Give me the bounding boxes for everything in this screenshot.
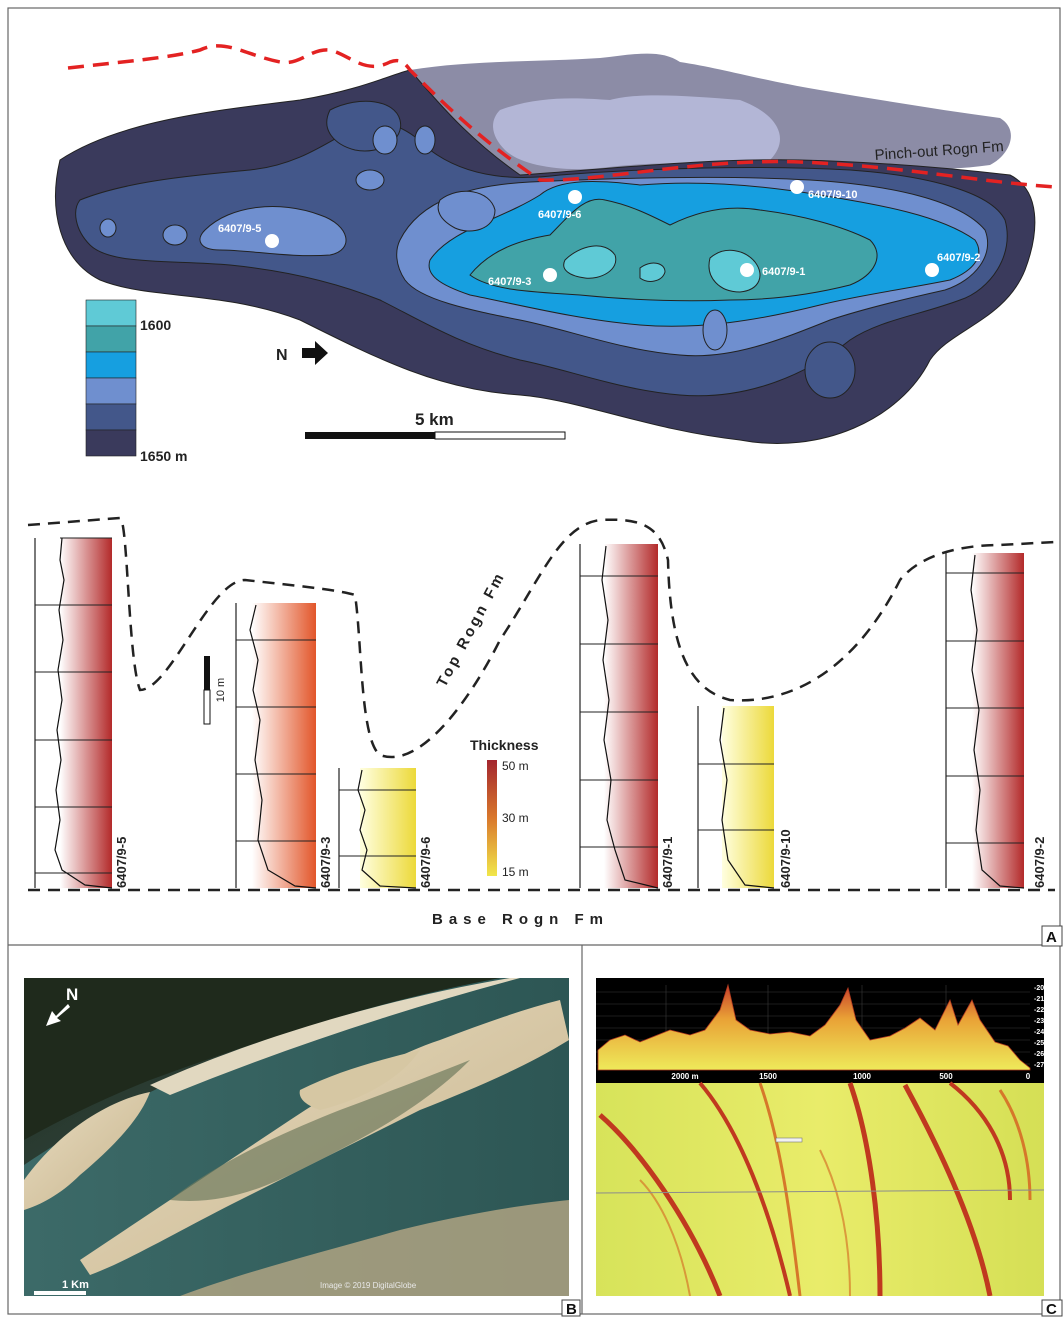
vertical-scale-bar: 10 m — [203, 656, 227, 725]
top-rogn-label: Top Rogn Fm — [434, 568, 509, 689]
map-well-label: 6407/9-6 — [538, 209, 581, 221]
panel-c-surface — [596, 1081, 1044, 1296]
vertical-scale-label: 10 m — [215, 678, 227, 702]
island-small-4 — [414, 125, 436, 155]
log-6407-9-6: 6407/9-6 — [338, 768, 433, 889]
distance-tick: 2000 m — [671, 1072, 698, 1081]
thickness-title: Thickness — [470, 737, 539, 753]
map-well-label: 6407/9-3 — [488, 276, 531, 288]
top-rogn-line — [27, 516, 1056, 759]
pinchout-area-inner — [493, 95, 780, 170]
distance-tick: 1000 — [853, 1072, 871, 1081]
panel-b-scale-label: 1 Km — [62, 1279, 89, 1291]
depth-tick: -25.00 — [1034, 1040, 1054, 1047]
island-west — [199, 206, 347, 257]
map-well-6407-9-10: 6407/9-10 — [790, 180, 858, 201]
panel-b-scale: 1 Km — [34, 1279, 89, 1295]
island-small-7 — [702, 309, 728, 351]
log-6407-9-3: 6407/9-3 — [235, 603, 333, 889]
depth-tick: -21.00 — [1034, 996, 1054, 1003]
base-rogn-label: Base Rogn Fm — [432, 911, 609, 928]
map-well-label: 6407/9-5 — [218, 223, 261, 235]
log-6407-9-10: 6407/9-10 — [697, 706, 793, 889]
log-6407-9-2: 6407/9-2 — [945, 553, 1047, 889]
contour-1610 — [469, 198, 878, 302]
log-6407-9-5: 6407/9-5 — [34, 537, 129, 889]
panel-c-label: C — [1046, 1301, 1057, 1318]
north-arrow: N — [276, 341, 328, 365]
thickness-value-15: 15 m — [502, 865, 529, 879]
panel-a-label: A — [1046, 929, 1057, 946]
pinchout-line — [67, 44, 1056, 189]
panel-b-north-arrow-icon — [46, 1004, 70, 1026]
depth-legend: 1600 1650 m — [85, 299, 187, 464]
depth-tick: -27.00 — [1034, 1062, 1054, 1069]
distance-tick: 0 — [1026, 1072, 1031, 1081]
log-label: 6407/9-10 — [778, 829, 793, 888]
map-well-6407-9-5: 6407/9-5 — [218, 223, 279, 248]
island-small-2 — [99, 218, 117, 238]
north-label: N — [276, 347, 288, 364]
panel-b-satellite: N 1 Km Image © 2019 DigitalGlobe B — [24, 978, 581, 1318]
contour-1600-a — [563, 245, 617, 279]
distance-tick: 500 — [939, 1072, 953, 1081]
log-label: 6407/9-1 — [660, 837, 675, 888]
map-well-label: 6407/9-2 — [937, 252, 980, 264]
depth-tick: -23.00 — [1034, 1018, 1054, 1025]
log-6407-9-1: 6407/9-1 — [579, 544, 675, 889]
map-well-6407-9-2: 6407/9-2 — [925, 252, 980, 277]
island-small-5 — [355, 169, 385, 191]
island-small-3 — [372, 125, 398, 155]
contour-1600-c — [708, 249, 761, 293]
thickness-colorbar — [487, 760, 497, 876]
map-well-label: 6407/9-10 — [808, 189, 858, 201]
thickness-value-50: 50 m — [502, 759, 529, 773]
panel-a-map: Pinch-out Rogn Fm 6407/9-5 6407/9-6 6407… — [55, 44, 1056, 464]
scale-label: 5 km — [415, 410, 454, 429]
thickness-legend: Thickness 50 m 30 m 15 m — [470, 737, 539, 879]
panel-b-north-label: N — [66, 985, 78, 1004]
panel-b-north: N — [46, 985, 78, 1026]
thickness-value-30: 30 m — [502, 811, 529, 825]
log-label: 6407/9-2 — [1032, 837, 1047, 888]
depth-tick: -26.00 — [1034, 1051, 1054, 1058]
panel-b-credit: Image © 2019 DigitalGlobe — [320, 1281, 417, 1290]
legend-bottom-value: 1650 m — [140, 448, 187, 464]
island-small-8 — [804, 341, 856, 399]
legend-top-value: 1600 — [140, 317, 171, 333]
distance-tick: 1500 — [759, 1072, 777, 1081]
map-well-6407-9-1: 6407/9-1 — [740, 263, 805, 278]
depth-tick: -24.00 — [1034, 1029, 1054, 1036]
scale-bar: 5 km — [305, 410, 566, 440]
island-small-1 — [162, 224, 188, 246]
log-label: 6407/9-3 — [318, 837, 333, 888]
island-small-6 — [437, 190, 496, 232]
panel-c-profile: -20.00 -21.00 -22.00 -23.00 -24.00 -25.0… — [596, 983, 1054, 1081]
map-well-6407-9-6: 6407/9-6 — [538, 190, 582, 221]
log-label: 6407/9-5 — [114, 837, 129, 888]
north-arrow-icon — [302, 341, 328, 365]
panel-a-section: Top Rogn Fm Base Rogn Fm 10 m Thickness … — [27, 516, 1063, 947]
depth-tick: -22.00 — [1034, 1007, 1054, 1014]
panel-b-label: B — [566, 1301, 577, 1318]
log-label: 6407/9-6 — [418, 837, 433, 888]
map-well-6407-9-3: 6407/9-3 — [488, 268, 557, 288]
contour-1600-b — [639, 262, 666, 282]
panel-c-bathymetry: -20.00 -21.00 -22.00 -23.00 -24.00 -25.0… — [596, 978, 1063, 1318]
figure-frame — [7, 7, 1061, 1315]
map-well-label: 6407/9-1 — [762, 266, 805, 278]
depth-tick: -20.00 — [1034, 985, 1054, 992]
